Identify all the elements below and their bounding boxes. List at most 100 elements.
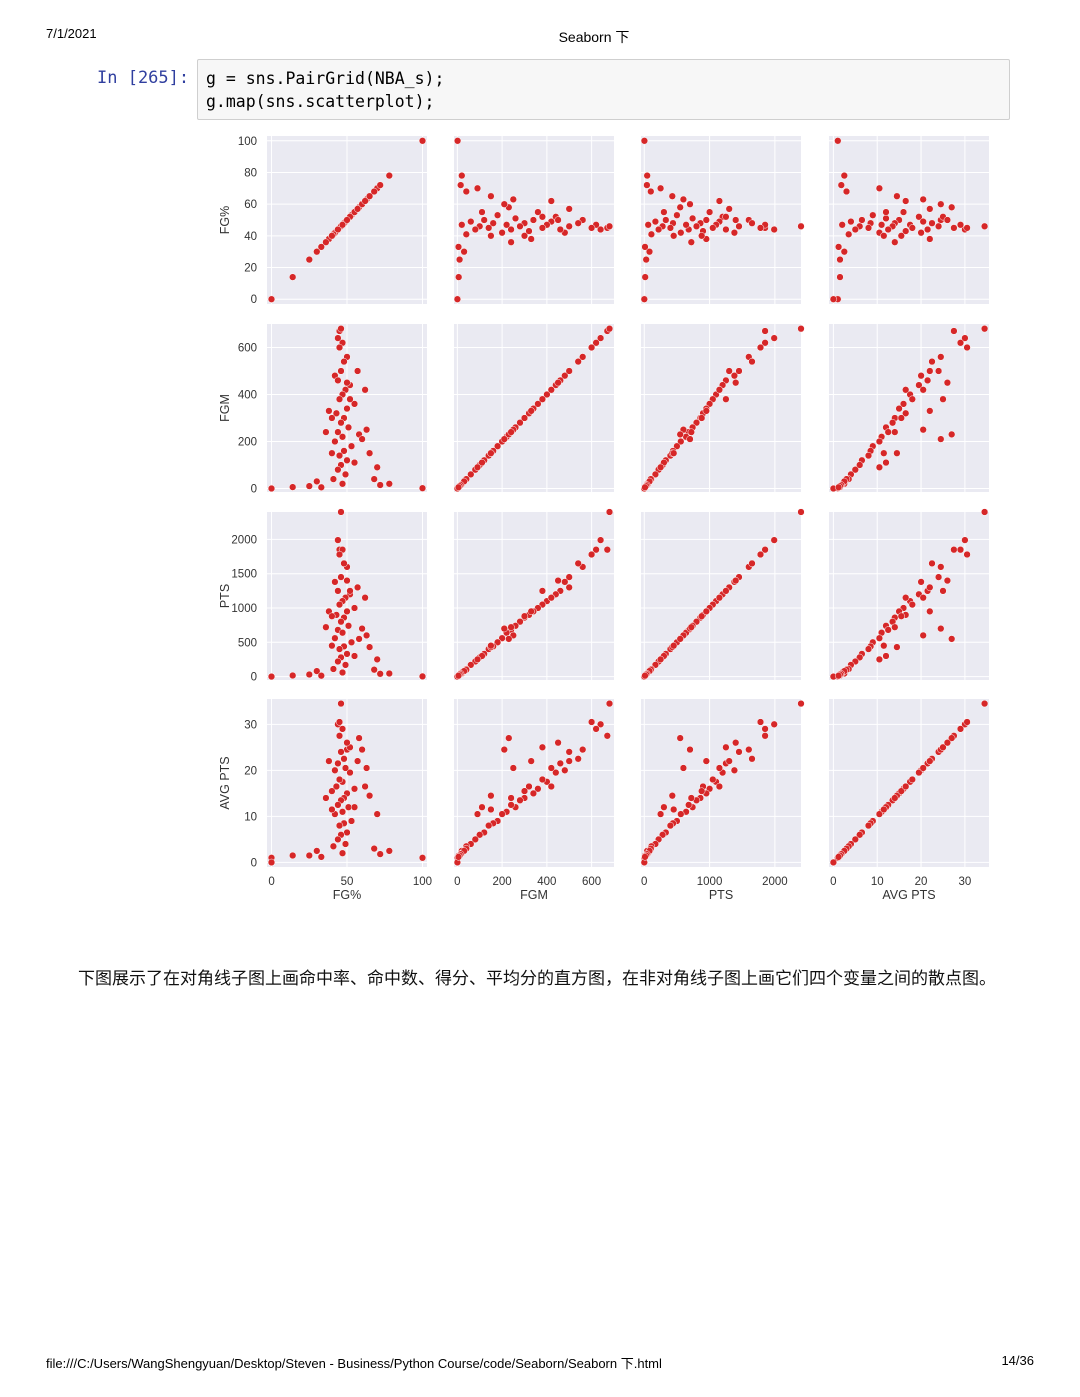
- scatter-point: [527, 407, 535, 415]
- scatter-point: [418, 484, 427, 492]
- scatter-point: [334, 466, 342, 474]
- scatter-point: [605, 325, 614, 333]
- scatter-point: [722, 743, 730, 751]
- scatter-point: [317, 853, 325, 861]
- scatter-point: [587, 224, 596, 232]
- scatter-point: [685, 801, 693, 809]
- scatter-point: [856, 831, 864, 839]
- scatter-point: [313, 667, 321, 675]
- scatter-point: [587, 550, 596, 559]
- scatter-point: [682, 221, 690, 229]
- scatter-point: [797, 699, 805, 708]
- scatter-point: [341, 661, 350, 669]
- scatter-point: [761, 725, 769, 733]
- scatter-point: [267, 858, 276, 867]
- scatter-point: [668, 192, 676, 200]
- scatter-point: [937, 563, 945, 571]
- y-tick-label: 400: [238, 389, 257, 401]
- scatter-point: [267, 484, 276, 493]
- scatter-point: [534, 785, 542, 793]
- scatter-point: [505, 734, 513, 742]
- scatter-point: [735, 222, 743, 230]
- scatter-point: [362, 764, 371, 772]
- x-tick-label: 2000: [762, 876, 788, 888]
- scatter-point: [761, 327, 769, 335]
- code-line-1: g = sns.PairGrid(NBA_s);: [206, 69, 445, 88]
- scatter-point: [305, 851, 313, 860]
- scatter-point: [698, 787, 706, 795]
- scatter-point: [939, 587, 947, 595]
- scatter-point: [385, 480, 393, 488]
- scatter-point: [877, 221, 886, 229]
- scatter-point: [529, 789, 538, 798]
- scatter-point: [334, 759, 342, 768]
- x-tick-label: 200: [493, 876, 512, 888]
- scatter-point: [305, 482, 313, 490]
- scatter-point: [500, 624, 508, 633]
- scatter-point: [926, 367, 934, 375]
- scatter-point: [698, 414, 706, 422]
- scatter-point: [289, 851, 297, 860]
- scatter-point: [842, 187, 851, 196]
- scatter-point: [350, 785, 359, 793]
- scatter-point: [340, 559, 348, 568]
- scatter-point: [948, 635, 956, 643]
- scatter-point: [715, 594, 724, 602]
- y-tick-label: 600: [238, 342, 257, 354]
- scatter-point: [948, 430, 956, 439]
- scatter-point: [673, 442, 681, 450]
- scatter-point: [943, 379, 952, 387]
- scatter-point: [346, 395, 354, 403]
- scatter-point: [418, 672, 427, 681]
- code-cell[interactable]: g = sns.PairGrid(NBA_s); g.map(sns.scatt…: [197, 59, 1010, 120]
- scatter-point: [370, 187, 378, 196]
- scatter-point: [376, 481, 384, 489]
- scatter-point: [334, 657, 342, 666]
- scatter-point: [880, 232, 888, 240]
- print-title: Seaborn 下: [558, 29, 630, 45]
- scatter-point: [748, 559, 756, 568]
- scatter-point: [709, 775, 717, 784]
- scatter-point: [370, 475, 378, 483]
- scatter-point: [347, 442, 356, 450]
- scatter-point: [574, 219, 582, 227]
- scatter-point: [462, 230, 470, 238]
- scatter-point: [928, 357, 936, 366]
- y-tick-label: 0: [251, 672, 257, 684]
- scatter-point: [937, 624, 945, 633]
- scatter-point: [455, 273, 463, 281]
- scatter-point: [335, 550, 344, 559]
- scatter-point: [730, 372, 739, 380]
- scatter-point: [538, 775, 547, 784]
- scatter-point: [963, 718, 971, 726]
- scatter-point: [919, 195, 927, 204]
- scatter-point: [547, 386, 555, 394]
- scatter-point: [641, 273, 649, 281]
- scatter-point: [317, 483, 325, 491]
- scatter-point: [725, 757, 733, 765]
- scatter-point: [565, 748, 573, 756]
- scatter-point: [840, 248, 848, 256]
- scatter-point: [418, 137, 427, 145]
- scatter-point: [317, 243, 325, 251]
- scatter-point: [385, 171, 393, 180]
- scatter-point: [596, 334, 605, 342]
- scatter-point: [923, 225, 932, 234]
- scatter-point: [507, 794, 515, 802]
- scatter-point: [834, 672, 843, 680]
- scatter-point: [840, 171, 848, 180]
- y-tick-label: 20: [244, 765, 257, 777]
- scatter-point: [702, 607, 710, 616]
- scatter-point: [337, 618, 345, 626]
- scatter-point: [687, 794, 695, 802]
- scatter-point: [928, 219, 936, 227]
- scatter-point: [358, 624, 366, 633]
- scatter-point: [732, 576, 740, 585]
- scatter-point: [908, 395, 916, 403]
- scatter-point: [745, 745, 753, 754]
- scatter-point: [875, 810, 884, 818]
- scatter-point: [335, 718, 344, 726]
- scatter-point: [928, 559, 936, 568]
- panel-3-2: [640, 699, 805, 867]
- scatter-point: [884, 428, 892, 436]
